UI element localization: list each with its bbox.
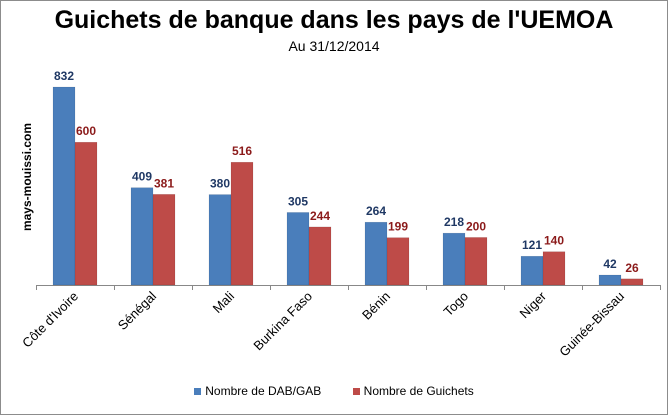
chart-subtitle: Au 31/12/2014 xyxy=(288,38,380,54)
data-label-dab: 264 xyxy=(366,204,386,218)
bar-dab xyxy=(442,232,466,286)
bar-guichets xyxy=(542,251,566,286)
data-label-dab: 218 xyxy=(444,215,464,229)
bar-guichets xyxy=(230,161,254,286)
legend-item-dab: Nombre de DAB/GAB xyxy=(194,384,321,398)
data-label-guichets: 200 xyxy=(466,219,486,233)
bar-dab xyxy=(208,194,232,286)
data-label-guichets: 26 xyxy=(625,261,639,275)
legend: Nombre de DAB/GAB Nombre de Guichets xyxy=(0,384,668,398)
bar-guichets xyxy=(620,278,644,286)
category-label: Bénin xyxy=(359,289,393,323)
data-label-guichets: 381 xyxy=(154,176,174,190)
bar-chart: 832 600 Côte d'Ivoire 409 381 Sénégal 380 516 Ma… xyxy=(19,69,661,360)
bar-guichets xyxy=(308,226,332,286)
data-label-dab: 121 xyxy=(522,238,542,252)
data-label-dab: 42 xyxy=(603,257,617,271)
legend-swatch-guichets xyxy=(352,388,360,395)
legend-swatch-dab xyxy=(194,388,202,395)
data-label-dab: 832 xyxy=(54,69,74,83)
bar-guichets xyxy=(386,237,410,286)
category-label: Niger xyxy=(517,288,550,321)
category-label: Guinée-Bissau xyxy=(556,289,627,360)
category-label: Mali xyxy=(210,288,238,316)
category-label: Sénégal xyxy=(115,288,159,332)
bar-guichets xyxy=(152,194,176,286)
data-label-dab: 409 xyxy=(132,170,152,184)
bar-dab xyxy=(286,212,310,286)
category-label: Burkina Faso xyxy=(250,289,315,354)
data-label-guichets: 516 xyxy=(232,144,252,158)
legend-label-dab: Nombre de DAB/GAB xyxy=(205,384,322,398)
data-label-guichets: 244 xyxy=(310,209,330,223)
bar-dab xyxy=(52,86,76,286)
bar-guichets xyxy=(464,237,488,286)
legend-label-guichets: Nombre de Guichets xyxy=(363,384,474,398)
data-label-guichets: 600 xyxy=(76,124,96,138)
data-label-guichets: 199 xyxy=(388,220,408,234)
bar-dab xyxy=(130,187,154,286)
category-label: Togo xyxy=(441,289,472,320)
bar-dab xyxy=(520,255,544,286)
chart-title: Guichets de banque dans les pays de l'UE… xyxy=(54,6,614,34)
data-label-dab: 380 xyxy=(210,177,230,191)
data-label-guichets: 140 xyxy=(544,234,564,248)
bar-dab xyxy=(598,274,622,286)
data-label-dab: 305 xyxy=(288,194,308,208)
bar-guichets xyxy=(74,141,98,286)
legend-item-guichets: Nombre de Guichets xyxy=(352,384,474,398)
category-label: Côte d'Ivoire xyxy=(19,289,81,351)
bar-dab xyxy=(364,221,388,286)
